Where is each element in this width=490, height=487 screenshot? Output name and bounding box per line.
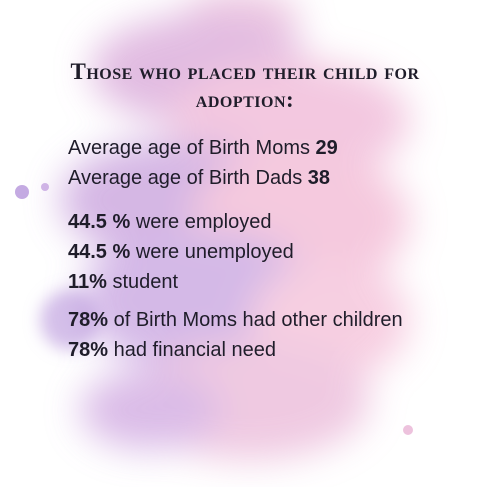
stat-label: were employed (136, 211, 272, 233)
stat-line: Average age of Birth Moms 29 (68, 133, 403, 163)
title: Those who placed their child for adoptio… (0, 58, 490, 114)
stat-label: Average age of Birth Dads (68, 167, 302, 189)
stat-line: 44.5 % were employed (68, 207, 403, 237)
stat-value: 38 (308, 167, 330, 189)
stat-label: Average age of Birth Moms (68, 137, 310, 159)
title-text: Those who placed their child for adoptio… (65, 58, 425, 114)
stat-line: 78% had financial need (68, 335, 403, 365)
stat-label: were unemployed (136, 241, 294, 263)
stat-value: 78% (68, 309, 108, 331)
stat-value: 78% (68, 339, 108, 361)
stat-label: student (113, 271, 179, 293)
stat-value: 11% (68, 271, 107, 293)
stat-value: 29 (316, 137, 338, 159)
stat-line: 44.5 % were unemployed (68, 237, 403, 267)
stat-label: had financial need (114, 339, 276, 361)
stat-label: of Birth Moms had other children (114, 309, 403, 331)
stat-value: 44.5 % (68, 241, 130, 263)
stat-value: 44.5 % (68, 211, 130, 233)
stat-line: Average age of Birth Dads 38 (68, 163, 403, 193)
infographic: Those who placed their child for adoptio… (0, 0, 490, 487)
stat-line: 78% of Birth Moms had other children (68, 305, 403, 335)
stats-list: Average age of Birth Moms 29 Average age… (68, 133, 403, 365)
stat-line: 11% student (68, 267, 403, 297)
